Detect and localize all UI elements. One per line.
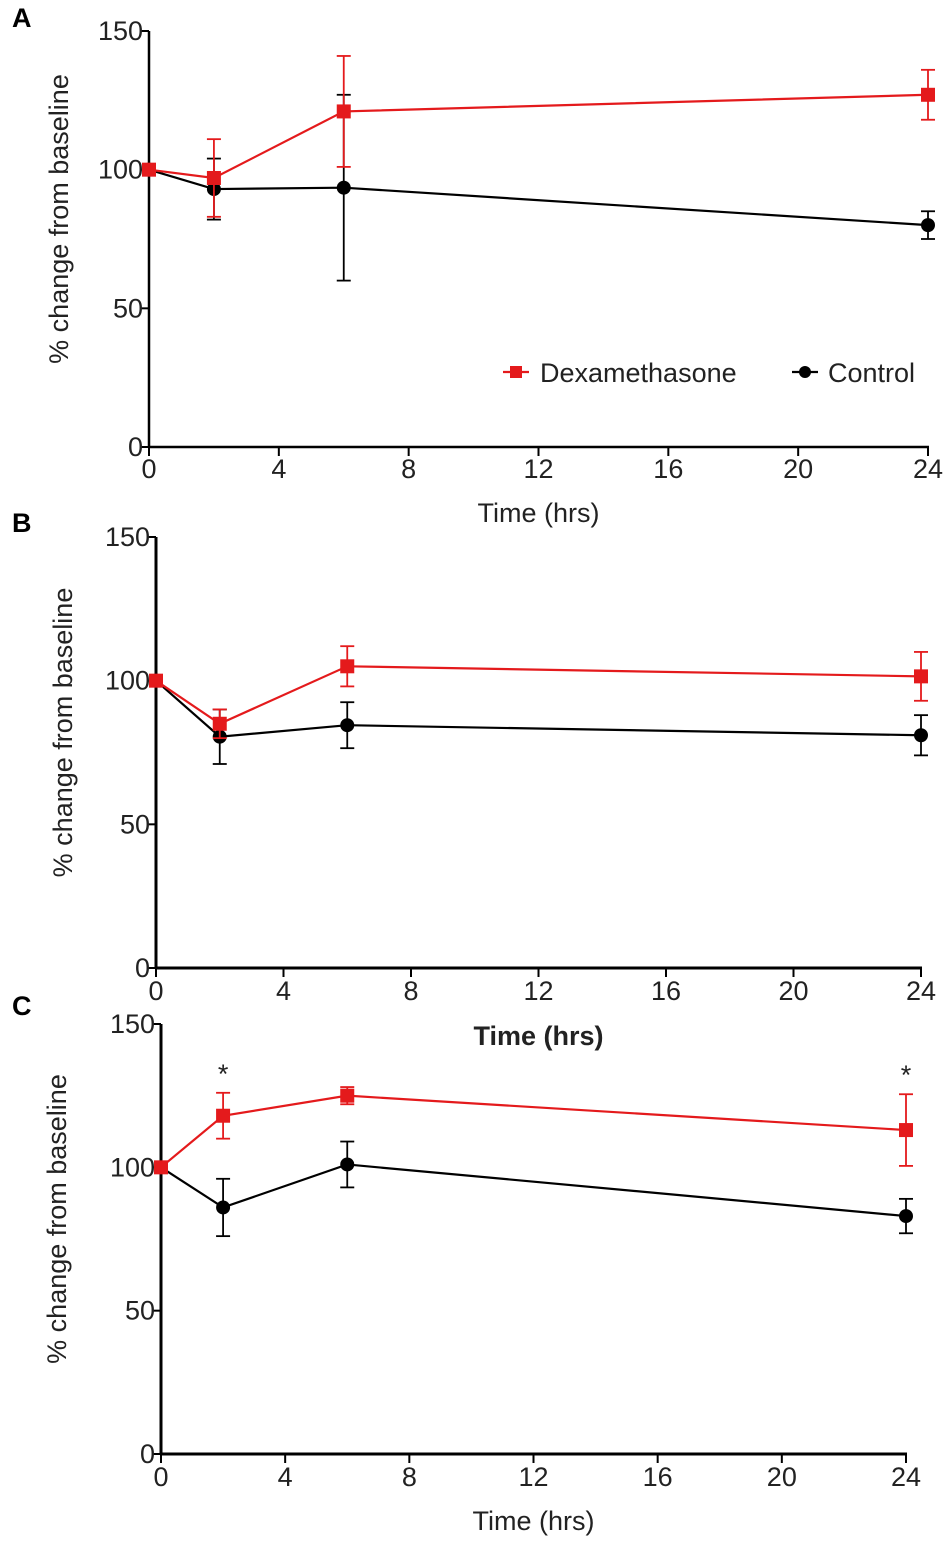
y-tick-label: 100 — [105, 666, 150, 696]
panel-letter: B — [12, 508, 32, 538]
panel-letter: A — [12, 3, 32, 33]
y-axis-title: % change from baseline — [48, 588, 78, 878]
x-tick-label: 8 — [401, 454, 416, 484]
data-point — [340, 1157, 355, 1172]
data-point — [154, 1160, 168, 1175]
x-tick-label: 20 — [783, 454, 813, 484]
series-line — [148, 93, 929, 180]
x-tick-label: 12 — [523, 454, 553, 484]
series-control — [142, 93, 935, 282]
data-point — [206, 170, 221, 185]
data-point — [340, 718, 355, 733]
y-tick-label: 0 — [128, 432, 143, 462]
legend-label: Dexamethasone — [540, 358, 737, 388]
data-point — [921, 87, 935, 102]
x-tick-label: 24 — [913, 454, 943, 484]
series-dexamethasone — [154, 1086, 913, 1175]
x-tick-label: 4 — [278, 1462, 293, 1492]
data-point — [336, 104, 351, 119]
x-tick-label: 16 — [651, 976, 681, 1006]
x-tick-label: 8 — [403, 976, 418, 1006]
series-control — [154, 1140, 913, 1238]
x-tick-label: 0 — [153, 1462, 168, 1492]
significance-star: * — [218, 1059, 229, 1089]
y-tick-label: 150 — [98, 16, 143, 46]
significance-star: * — [901, 1060, 912, 1090]
data-point — [899, 1123, 913, 1138]
y-tick-label: 100 — [110, 1152, 155, 1182]
data-point — [216, 1200, 231, 1215]
x-tick-label: 24 — [891, 1462, 921, 1492]
series-dexamethasone — [142, 55, 935, 218]
legend: Dexamethasone Control — [503, 358, 915, 388]
data-point — [336, 180, 351, 195]
x-tick-label: 0 — [148, 976, 163, 1006]
series-line — [148, 168, 929, 227]
x-axis-title: Time (hrs) — [473, 1506, 595, 1536]
y-tick-label: 150 — [110, 1009, 155, 1039]
y-tick-label: 100 — [98, 155, 143, 185]
y-tick-label: 50 — [113, 293, 143, 323]
y-axis-title: % change from baseline — [44, 74, 74, 364]
y-tick-label: 50 — [120, 809, 150, 839]
data-point — [340, 659, 355, 674]
panel-letter: C — [12, 991, 32, 1021]
data-point — [921, 218, 935, 233]
x-tick-label: 20 — [778, 976, 808, 1006]
data-point — [149, 673, 163, 688]
series-line — [155, 679, 922, 738]
series-control — [149, 673, 928, 765]
legend-marker — [799, 366, 811, 378]
y-tick-label: 150 — [105, 522, 150, 552]
data-point — [216, 1108, 231, 1123]
x-axis-title: Time (hrs) — [478, 498, 600, 528]
x-tick-label: 12 — [523, 976, 553, 1006]
legend-label: Control — [828, 358, 915, 388]
x-axis-title: Time (hrs) — [473, 1021, 603, 1051]
data-point — [340, 1088, 355, 1103]
x-tick-label: 8 — [402, 1462, 417, 1492]
series-line — [160, 1163, 907, 1218]
y-tick-label: 0 — [140, 1439, 155, 1469]
x-tick-label: 0 — [141, 454, 156, 484]
y-tick-label: 0 — [135, 953, 150, 983]
series-line — [160, 1094, 907, 1169]
x-tick-label: 16 — [653, 454, 683, 484]
legend-marker — [510, 366, 522, 378]
data-point — [914, 669, 928, 684]
panel-a: A 0 50 100 150 0 4 8 12 16 20 24 Time (hrs) % change … — [12, 3, 943, 528]
series-line — [155, 665, 922, 726]
y-tick-label: 50 — [125, 1296, 155, 1326]
x-tick-label: 24 — [906, 976, 936, 1006]
panel-c: C 0 50 100 150 0 4 8 12 16 20 24 Time (hrs) % change … — [12, 991, 921, 1536]
x-tick-label: 16 — [643, 1462, 673, 1492]
data-point — [212, 716, 227, 731]
x-tick-label: 4 — [271, 454, 286, 484]
data-point — [914, 728, 928, 743]
series-dexamethasone — [149, 645, 928, 740]
data-point — [899, 1209, 913, 1224]
x-tick-label: 12 — [518, 1462, 548, 1492]
x-tick-label: 20 — [767, 1462, 797, 1492]
x-tick-label: 4 — [276, 976, 291, 1006]
y-axis-title: % change from baseline — [42, 1074, 72, 1364]
data-point — [142, 162, 156, 177]
